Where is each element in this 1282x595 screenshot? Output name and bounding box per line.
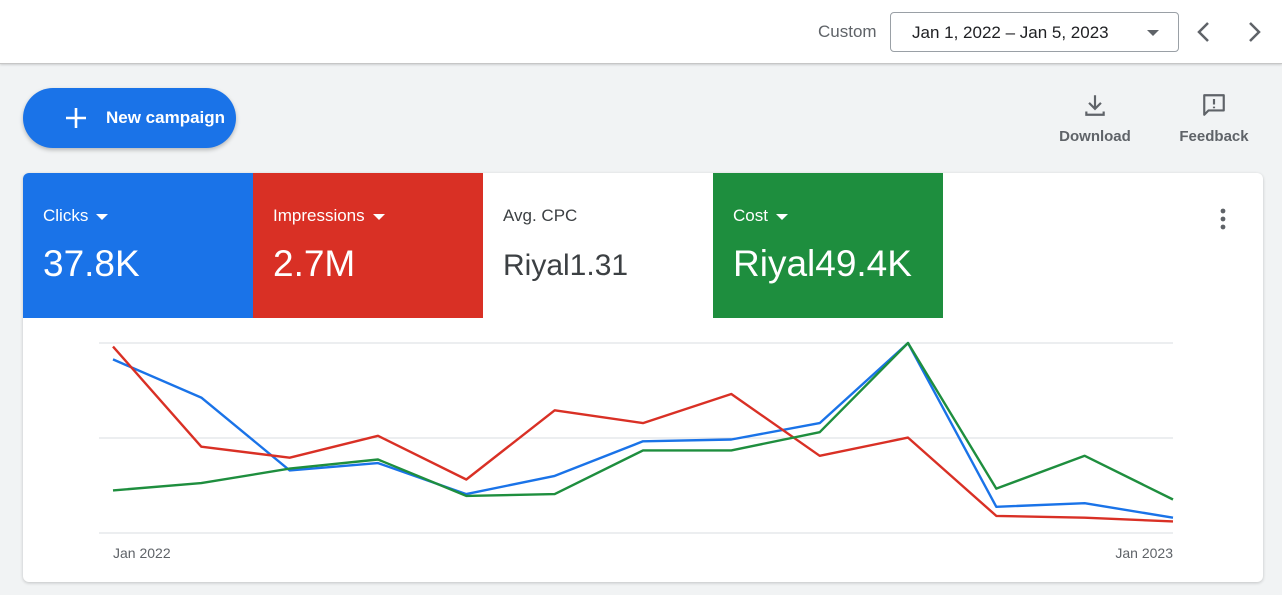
metric-clicks[interactable]: Clicks 37.8K xyxy=(23,173,253,318)
metric-impressions-name: Impressions xyxy=(273,206,385,226)
more-options-icon[interactable] xyxy=(1209,205,1237,233)
caret-down-icon xyxy=(1147,30,1159,36)
performance-line-chart: Jan 2022 Jan 2023 xyxy=(99,341,1174,561)
metric-cost[interactable]: Cost Riyal49.4K xyxy=(713,173,943,318)
series-line-impressions xyxy=(112,345,1174,523)
feedback-button[interactable]: Feedback xyxy=(1169,92,1259,148)
next-range-button[interactable] xyxy=(1238,16,1270,48)
feedback-icon xyxy=(1203,94,1225,116)
dropdown-arrow-icon xyxy=(96,213,109,220)
metric-cost-value: Riyal49.4K xyxy=(733,243,912,284)
chevron-left-icon xyxy=(1197,22,1209,42)
chart-series xyxy=(112,341,1174,523)
metric-avg-cpc-name: Avg. CPC xyxy=(503,206,578,225)
range-type-label: Custom xyxy=(818,22,877,41)
chart-gridlines xyxy=(99,342,1173,534)
metric-impressions-value: 2.7M xyxy=(273,243,356,284)
date-range-select[interactable]: Jan 1, 2022 – Jan 5, 2023 xyxy=(890,12,1179,52)
series-line-clicks xyxy=(112,341,1174,519)
download-label: Download xyxy=(1059,128,1131,145)
date-range-value: Jan 1, 2022 – Jan 5, 2023 xyxy=(912,23,1109,42)
new-campaign-button[interactable]: New campaign xyxy=(23,88,236,148)
chevron-right-icon xyxy=(1249,22,1261,42)
download-icon xyxy=(1085,95,1105,116)
metric-clicks-value: 37.8K xyxy=(43,243,140,284)
previous-range-button[interactable] xyxy=(1188,16,1220,48)
performance-card: Clicks 37.8K Impressions 2.7M Avg. CPC R… xyxy=(23,173,1263,582)
plus-icon xyxy=(66,108,86,128)
download-button[interactable]: Download xyxy=(1050,92,1140,148)
series-line-cost xyxy=(112,341,1174,501)
feedback-label: Feedback xyxy=(1179,128,1249,145)
metric-avg-cpc-value: Riyal1.31 xyxy=(503,249,629,282)
new-campaign-label: New campaign xyxy=(106,108,226,127)
dropdown-arrow-icon xyxy=(372,213,385,220)
x-tick-label-end: Jan 2023 xyxy=(1115,545,1173,561)
dropdown-arrow-icon xyxy=(775,213,788,220)
top-bar: Custom Jan 1, 2022 – Jan 5, 2023 xyxy=(0,0,1282,64)
metric-impressions[interactable]: Impressions 2.7M xyxy=(253,173,483,318)
x-tick-label-start: Jan 2022 xyxy=(113,545,171,561)
metric-clicks-name: Clicks xyxy=(43,206,109,226)
metric-avg-cpc[interactable]: Avg. CPC Riyal1.31 xyxy=(483,173,713,318)
metric-cost-name: Cost xyxy=(733,206,788,226)
